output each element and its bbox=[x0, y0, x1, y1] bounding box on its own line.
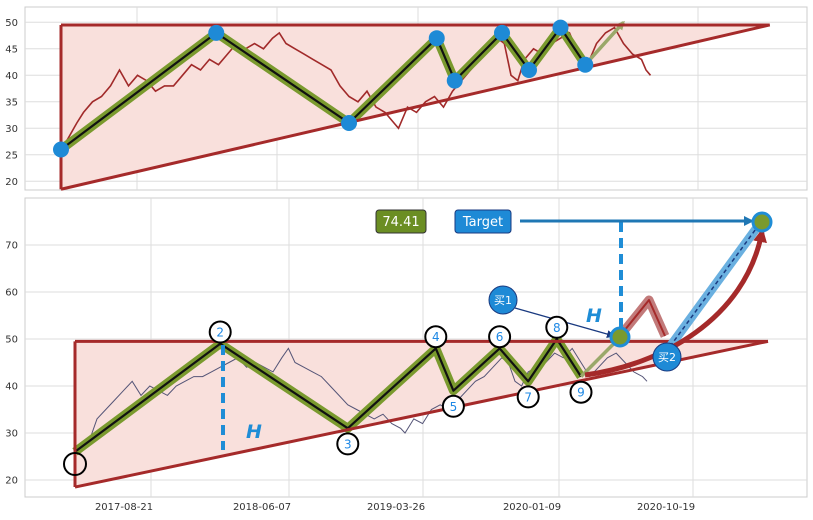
bottom-x-tick-2: 2019-03-26 bbox=[367, 502, 425, 513]
pullback-wave-line bbox=[619, 299, 666, 337]
bottom-x-tick-3: 2020-01-09 bbox=[503, 502, 561, 513]
bottom-projection-line bbox=[579, 337, 620, 378]
target-label-text: Target bbox=[462, 215, 503, 230]
bottom-x-tick-4: 2020-10-19 bbox=[637, 502, 695, 513]
top-y-tick-35: 35 bbox=[5, 97, 18, 108]
h-label-right: H bbox=[586, 305, 602, 327]
wave-number-3: 3 bbox=[344, 437, 352, 451]
top-y-tick-20: 20 bbox=[5, 177, 18, 188]
wave-circle-2 bbox=[208, 320, 232, 344]
top-pivot-marker-6 bbox=[521, 62, 537, 78]
bottom-panel: 20 30 40 50 60 70 2017-08-21 2018-06-07 2019-03… bbox=[5, 197, 808, 513]
wave-circle-8 bbox=[545, 315, 569, 339]
target-value-text: 74.41 bbox=[382, 215, 419, 230]
target-rise-line bbox=[665, 221, 762, 353]
bottom-y-tick-20: 20 bbox=[5, 476, 18, 487]
top-pivot-marker-4 bbox=[446, 72, 463, 89]
wave-circle-7 bbox=[516, 385, 540, 409]
top-y-tick-25: 25 bbox=[5, 150, 18, 161]
buy1-label: 买1 bbox=[494, 294, 512, 307]
top-pivot-markers bbox=[53, 19, 594, 158]
buy2-label: 买2 bbox=[658, 351, 676, 364]
top-pivot-marker-8 bbox=[577, 56, 594, 73]
wave-number-6: 6 bbox=[496, 330, 504, 344]
top-y-tick-40: 40 bbox=[5, 71, 18, 82]
wave-number-8: 8 bbox=[553, 321, 561, 335]
top-y-tick-30: 30 bbox=[5, 124, 18, 135]
top-y-ticks: 20 25 30 35 40 45 50 bbox=[5, 18, 18, 188]
wave-number-2: 2 bbox=[216, 326, 224, 340]
wave-number-7: 7 bbox=[524, 390, 532, 404]
bottom-y-tick-60: 60 bbox=[5, 288, 18, 299]
wave-circle-6 bbox=[488, 325, 512, 349]
top-pivot-marker-2 bbox=[341, 115, 357, 131]
top-panel: 20 25 30 35 40 45 50 bbox=[5, 6, 808, 191]
h-label-left: H bbox=[246, 421, 262, 443]
wave-number-circles: 2 3 4 5 6 7 8 9 bbox=[208, 315, 593, 456]
wave-number-9: 9 bbox=[577, 386, 585, 400]
top-pivot-marker-5 bbox=[494, 24, 510, 41]
buy2-badge bbox=[652, 342, 682, 372]
top-y-tick-50: 50 bbox=[5, 18, 18, 29]
target-value-box bbox=[375, 209, 427, 234]
top-y-tick-45: 45 bbox=[5, 44, 18, 55]
top-pivot-marker-0 bbox=[53, 141, 69, 158]
wave-circle-4 bbox=[424, 325, 448, 349]
breakout-curve-arrow bbox=[584, 228, 767, 378]
buy1-badge bbox=[488, 285, 518, 315]
wave-circle-3 bbox=[336, 432, 360, 456]
target-label-box bbox=[454, 209, 512, 234]
top-pivot-marker-1 bbox=[208, 24, 225, 41]
bottom-y-tick-30: 30 bbox=[5, 429, 18, 440]
wave-number-4: 4 bbox=[432, 330, 440, 344]
wave-circle-9 bbox=[569, 380, 593, 404]
bottom-y-tick-40: 40 bbox=[5, 382, 18, 393]
bottom-support-line bbox=[74, 339, 769, 489]
bottom-x-tick-0: 2017-08-21 bbox=[95, 502, 153, 513]
wave-circle-5 bbox=[441, 394, 465, 418]
bottom-y-tick-70: 70 bbox=[5, 241, 18, 252]
top-pivot-marker-7 bbox=[552, 19, 569, 36]
top-support-line bbox=[60, 23, 771, 191]
buy1-point-marker bbox=[609, 326, 631, 348]
target-point-marker bbox=[751, 211, 773, 233]
bottom-x-ticks: 2017-08-21 2018-06-07 2019-03-26 2020-01-09… bbox=[95, 502, 695, 513]
wave-1-circle bbox=[63, 452, 87, 476]
top-projection-line bbox=[583, 20, 625, 66]
bottom-y-tick-50: 50 bbox=[5, 335, 18, 346]
top-pivot-marker-3 bbox=[428, 30, 445, 47]
bottom-zigzag-line bbox=[74, 337, 582, 453]
bottom-x-tick-1: 2018-06-07 bbox=[233, 502, 291, 513]
wave-number-5: 5 bbox=[450, 400, 458, 414]
bottom-y-ticks: 20 30 40 50 60 70 bbox=[5, 241, 18, 487]
